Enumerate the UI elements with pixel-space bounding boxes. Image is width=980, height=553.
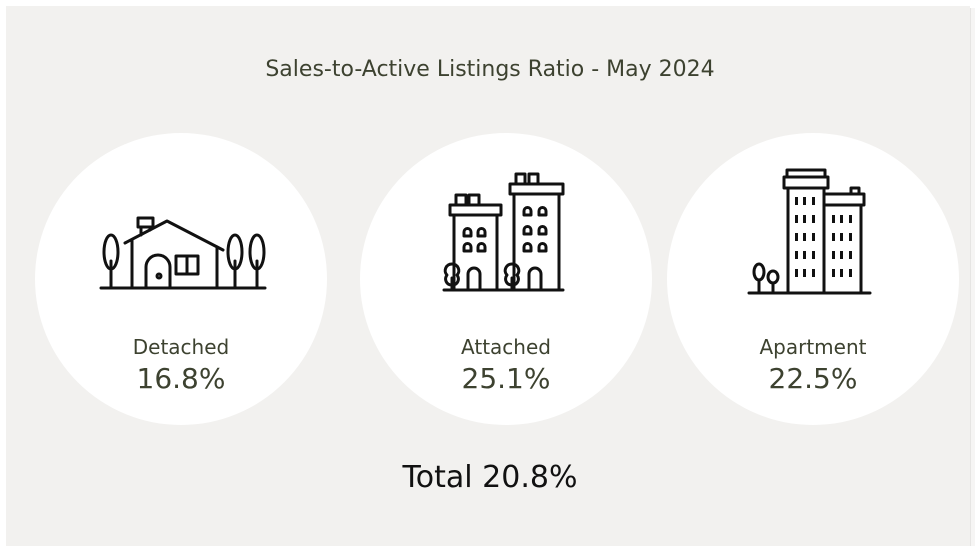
attached-card: Attached 25.1%: [360, 133, 652, 425]
apartment-towers-icon: [747, 168, 872, 295]
apartment-label: Apartment: [759, 335, 867, 359]
detached-card: Detached 16.8%: [35, 133, 327, 425]
house-with-trees-icon: [99, 216, 267, 290]
detached-label: Detached: [132, 335, 230, 359]
townhouse-buildings-icon: [442, 172, 565, 292]
attached-label: Attached: [461, 335, 551, 359]
attached-value: 25.1%: [461, 362, 551, 395]
apartment-card: Apartment 22.5%: [667, 133, 959, 425]
total-ratio: Total 20.8%: [402, 460, 578, 495]
page-title: Sales-to-Active Listings Ratio - May 202…: [265, 57, 715, 82]
panel-edge: [970, 8, 975, 546]
apartment-value: 22.5%: [768, 362, 858, 395]
detached-value: 16.8%: [136, 362, 226, 395]
